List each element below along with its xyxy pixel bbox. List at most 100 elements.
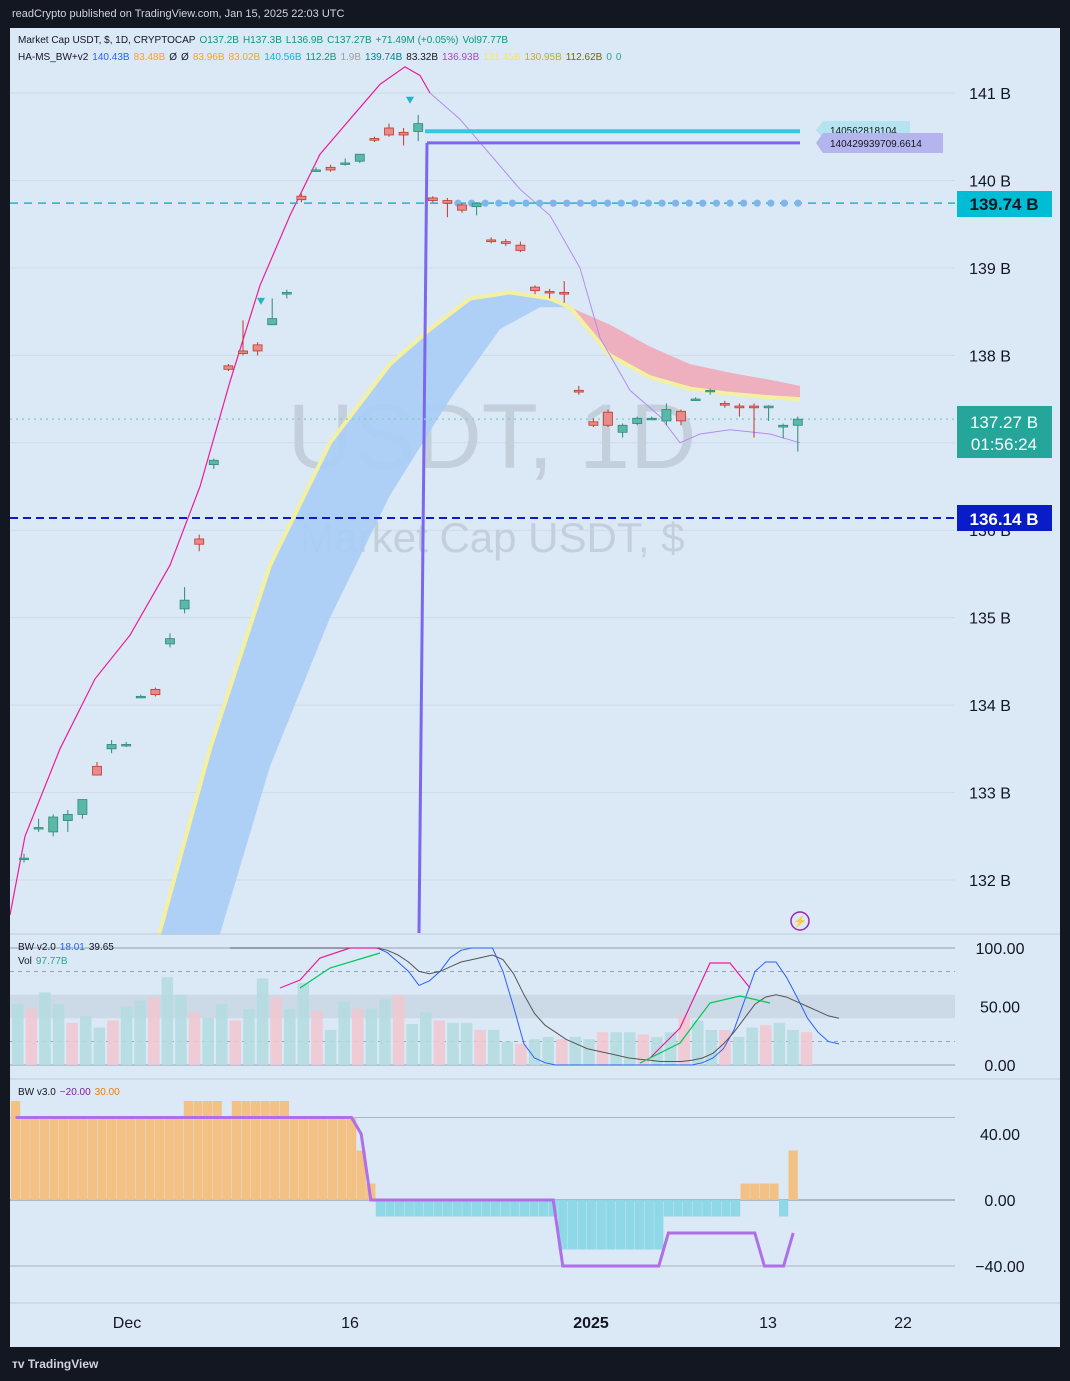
arrow-marker [257, 297, 265, 305]
volume-bar [134, 1000, 146, 1065]
bw3-bar [270, 1101, 280, 1200]
legend2-item: HA-MS_BW+v2 [18, 52, 89, 63]
bw3-bar [260, 1101, 270, 1200]
volume-bar [732, 1036, 745, 1065]
bw3-legend: BW v3.0 −20.00 30.00 [18, 1087, 124, 1098]
bw3-tick-label: 40.00 [980, 1127, 1020, 1144]
bw3-bar [596, 1200, 606, 1250]
cyan-dot [780, 199, 789, 207]
price-tick-label: 139 B [969, 261, 1011, 278]
cyan-dot [508, 199, 516, 207]
candle-body [340, 162, 351, 165]
bw3-bar [702, 1200, 712, 1217]
candle-body [457, 204, 467, 211]
volume-bar [311, 1011, 323, 1065]
cyan-dot [726, 199, 734, 207]
candle-body [106, 744, 117, 750]
red-cloud [570, 307, 800, 400]
volume-bar [39, 992, 51, 1065]
candle-body [676, 410, 686, 422]
lightning-icon[interactable] [790, 911, 810, 931]
bw3-bar [11, 1101, 21, 1200]
vol-legend-item: Vol [18, 956, 32, 967]
volume-bar [52, 1004, 65, 1065]
countdown-tag: 01:56:24 [971, 435, 1037, 454]
tradingview-logo[interactable]: ᴛᴠ TradingView [12, 1357, 98, 1371]
bw3-bar [337, 1117, 347, 1200]
bw3-bar [289, 1117, 299, 1200]
bw3-legend-item: −20.00 [59, 1087, 91, 1098]
volume-bar [474, 1029, 486, 1065]
candle-body [325, 166, 336, 171]
price-tick-label: 135 B [969, 611, 1011, 628]
bw3-bar [625, 1200, 635, 1250]
bw3-bar [587, 1200, 597, 1250]
legend2-item: 112.2B [305, 52, 337, 63]
volume-bar [773, 1022, 786, 1065]
price-tick-label: 132 B [969, 873, 1011, 890]
volume-bar [216, 1004, 228, 1065]
legend2-item: Ø [169, 52, 178, 63]
cyan-dot [481, 199, 489, 207]
legend2-item: Ø [181, 52, 189, 63]
bw3-axis[interactable]: 40.00 0.00 −40.00 [975, 1127, 1024, 1276]
bw3-bar [779, 1200, 789, 1217]
cyan-dot [522, 199, 530, 207]
volume-bar [664, 1032, 677, 1065]
bw3-bar [49, 1117, 59, 1200]
bw3-bar [471, 1200, 481, 1217]
legend2-item: 140.43B [92, 52, 130, 63]
level-blue-tag: 136.14 B [970, 510, 1039, 529]
bw2-axis[interactable]: 100.00 50.00 0.00 [976, 941, 1025, 1075]
cyan-dot [549, 199, 557, 207]
bw2-magenta-line [279, 947, 380, 989]
candle-body [296, 195, 307, 201]
brand-label: TradingView [27, 1357, 99, 1371]
candle-body [311, 169, 321, 172]
volume-bar [501, 1041, 514, 1065]
volume-bar [229, 1020, 242, 1065]
bw3-bar [347, 1117, 357, 1200]
time-tick-label: 2025 [573, 1315, 609, 1332]
bw3-bar [788, 1150, 798, 1200]
bw3-bar [500, 1200, 510, 1217]
candle-body [135, 695, 146, 699]
bw3-bar [731, 1200, 741, 1217]
legend1-item: +71.49M (+0.05%) [375, 35, 459, 46]
candle-body [530, 286, 540, 292]
legend2-item: 136.93B [442, 52, 480, 63]
legend2-item: 140.56B [264, 52, 302, 63]
footer: ᴛᴠ TradingView [0, 1347, 1070, 1381]
volume-bar [284, 1008, 296, 1065]
cyan-dot [644, 199, 653, 207]
cyan-dot [753, 199, 761, 207]
candle-body [515, 244, 526, 251]
volume-bar [433, 1020, 446, 1065]
arrow-marker [406, 96, 414, 104]
candle-body [500, 241, 511, 244]
bw3-bar [231, 1101, 241, 1200]
bw3-bar [462, 1200, 472, 1217]
volume-bar [596, 1032, 609, 1065]
bw3-bar [644, 1200, 654, 1250]
volume-bar [569, 1036, 582, 1065]
candle-body [778, 424, 789, 428]
volume-bar [637, 1034, 650, 1065]
bw3-bar [193, 1101, 203, 1200]
time-axis[interactable]: Dec 16 2025 13 22 [113, 1315, 912, 1332]
volume-bar [66, 1022, 78, 1065]
bw3-bar [433, 1200, 443, 1217]
candle-body [208, 459, 219, 466]
bw3-bar [308, 1117, 318, 1200]
candle-body [661, 409, 672, 422]
legend1-item: C137.27B [327, 35, 372, 46]
bw3-bar [222, 1117, 232, 1200]
bw3-tick-label: −40.00 [975, 1259, 1024, 1276]
bw3-bar [519, 1200, 529, 1217]
level-cyan-tag: 139.74 B [970, 195, 1039, 214]
bw3-bar [107, 1117, 117, 1200]
main-legend-line2: HA-MS_BW+v2 140.43B 83.48B Ø Ø 83.96B 83.02B 14… [18, 52, 625, 63]
volume-bar [297, 983, 310, 1065]
volume-bar [392, 994, 405, 1065]
